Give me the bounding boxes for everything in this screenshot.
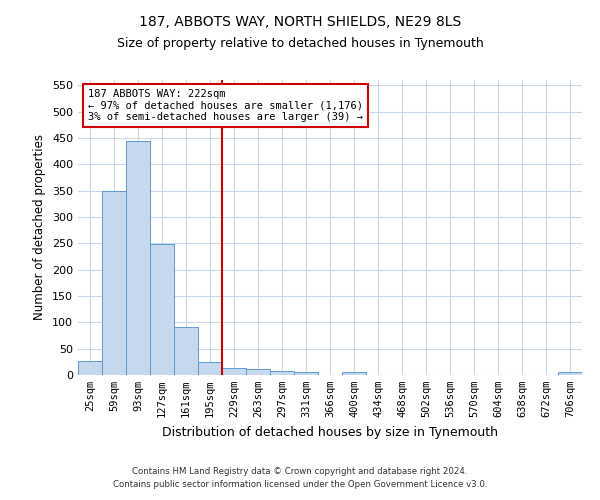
- Bar: [246, 369, 270, 375]
- Bar: [126, 140, 150, 375]
- Bar: [78, 361, 102, 375]
- Bar: [150, 244, 174, 375]
- Text: Contains public sector information licensed under the Open Government Licence v3: Contains public sector information licen…: [113, 480, 487, 489]
- Text: 187 ABBOTS WAY: 222sqm
← 97% of detached houses are smaller (1,176)
3% of semi-d: 187 ABBOTS WAY: 222sqm ← 97% of detached…: [88, 89, 363, 122]
- Y-axis label: Number of detached properties: Number of detached properties: [34, 134, 46, 320]
- Bar: [198, 362, 222, 375]
- Text: Contains HM Land Registry data © Crown copyright and database right 2024.: Contains HM Land Registry data © Crown c…: [132, 467, 468, 476]
- X-axis label: Distribution of detached houses by size in Tynemouth: Distribution of detached houses by size …: [162, 426, 498, 438]
- Text: 187, ABBOTS WAY, NORTH SHIELDS, NE29 8LS: 187, ABBOTS WAY, NORTH SHIELDS, NE29 8LS: [139, 15, 461, 29]
- Bar: [102, 190, 126, 375]
- Bar: [342, 372, 366, 375]
- Bar: [222, 368, 246, 375]
- Text: Size of property relative to detached houses in Tynemouth: Size of property relative to detached ho…: [116, 38, 484, 51]
- Bar: [174, 326, 198, 375]
- Bar: [294, 372, 318, 375]
- Bar: [558, 372, 582, 375]
- Bar: [270, 372, 294, 375]
